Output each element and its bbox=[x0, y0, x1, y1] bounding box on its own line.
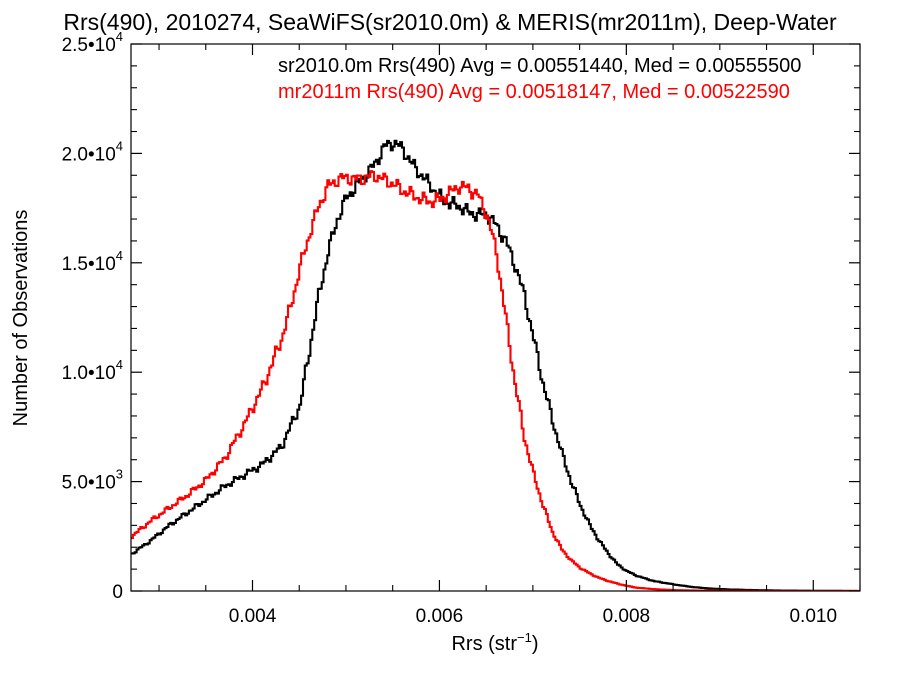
y-tick-label: 0 bbox=[112, 582, 123, 603]
chart-title: Rrs(490), 2010274, SeaWiFS(sr2010.0m) & … bbox=[63, 9, 837, 35]
stats-annotation: sr2010.0m Rrs(490) Avg = 0.00551440, Med… bbox=[278, 55, 801, 77]
y-tick-label: 5.0•103 bbox=[62, 467, 123, 494]
y-tick-label: 2.0•104 bbox=[62, 138, 123, 165]
x-tick-label: 0.010 bbox=[789, 606, 837, 627]
ticks-layer: 0.004 0.006 0.008 0.010 0 5.0•103 1.0•104 1.5•1… bbox=[62, 29, 861, 627]
annotations-layer: sr2010.0m Rrs(490) Avg = 0.00551440, Med… bbox=[278, 55, 801, 103]
stats-annotation: mr2011m Rrs(490) Avg = 0.00518147, Med =… bbox=[278, 81, 790, 103]
x-tick-label: 0.004 bbox=[229, 606, 277, 627]
y-tick-label: 1.0•104 bbox=[62, 357, 123, 384]
plot-frame bbox=[130, 43, 861, 592]
y-tick-label: 2.5•104 bbox=[62, 29, 123, 56]
y-axis-label: Number of Observations bbox=[10, 210, 32, 427]
series-layer bbox=[131, 139, 860, 591]
x-axis-label: Rrs (str−1) bbox=[451, 630, 538, 655]
series-line-sr2010.0m bbox=[131, 139, 860, 591]
y-tick-label: 1.5•104 bbox=[62, 248, 123, 275]
x-tick-label: 0.006 bbox=[416, 606, 464, 627]
x-tick-label: 0.008 bbox=[603, 606, 651, 627]
series-line-mr2011m bbox=[131, 170, 860, 591]
